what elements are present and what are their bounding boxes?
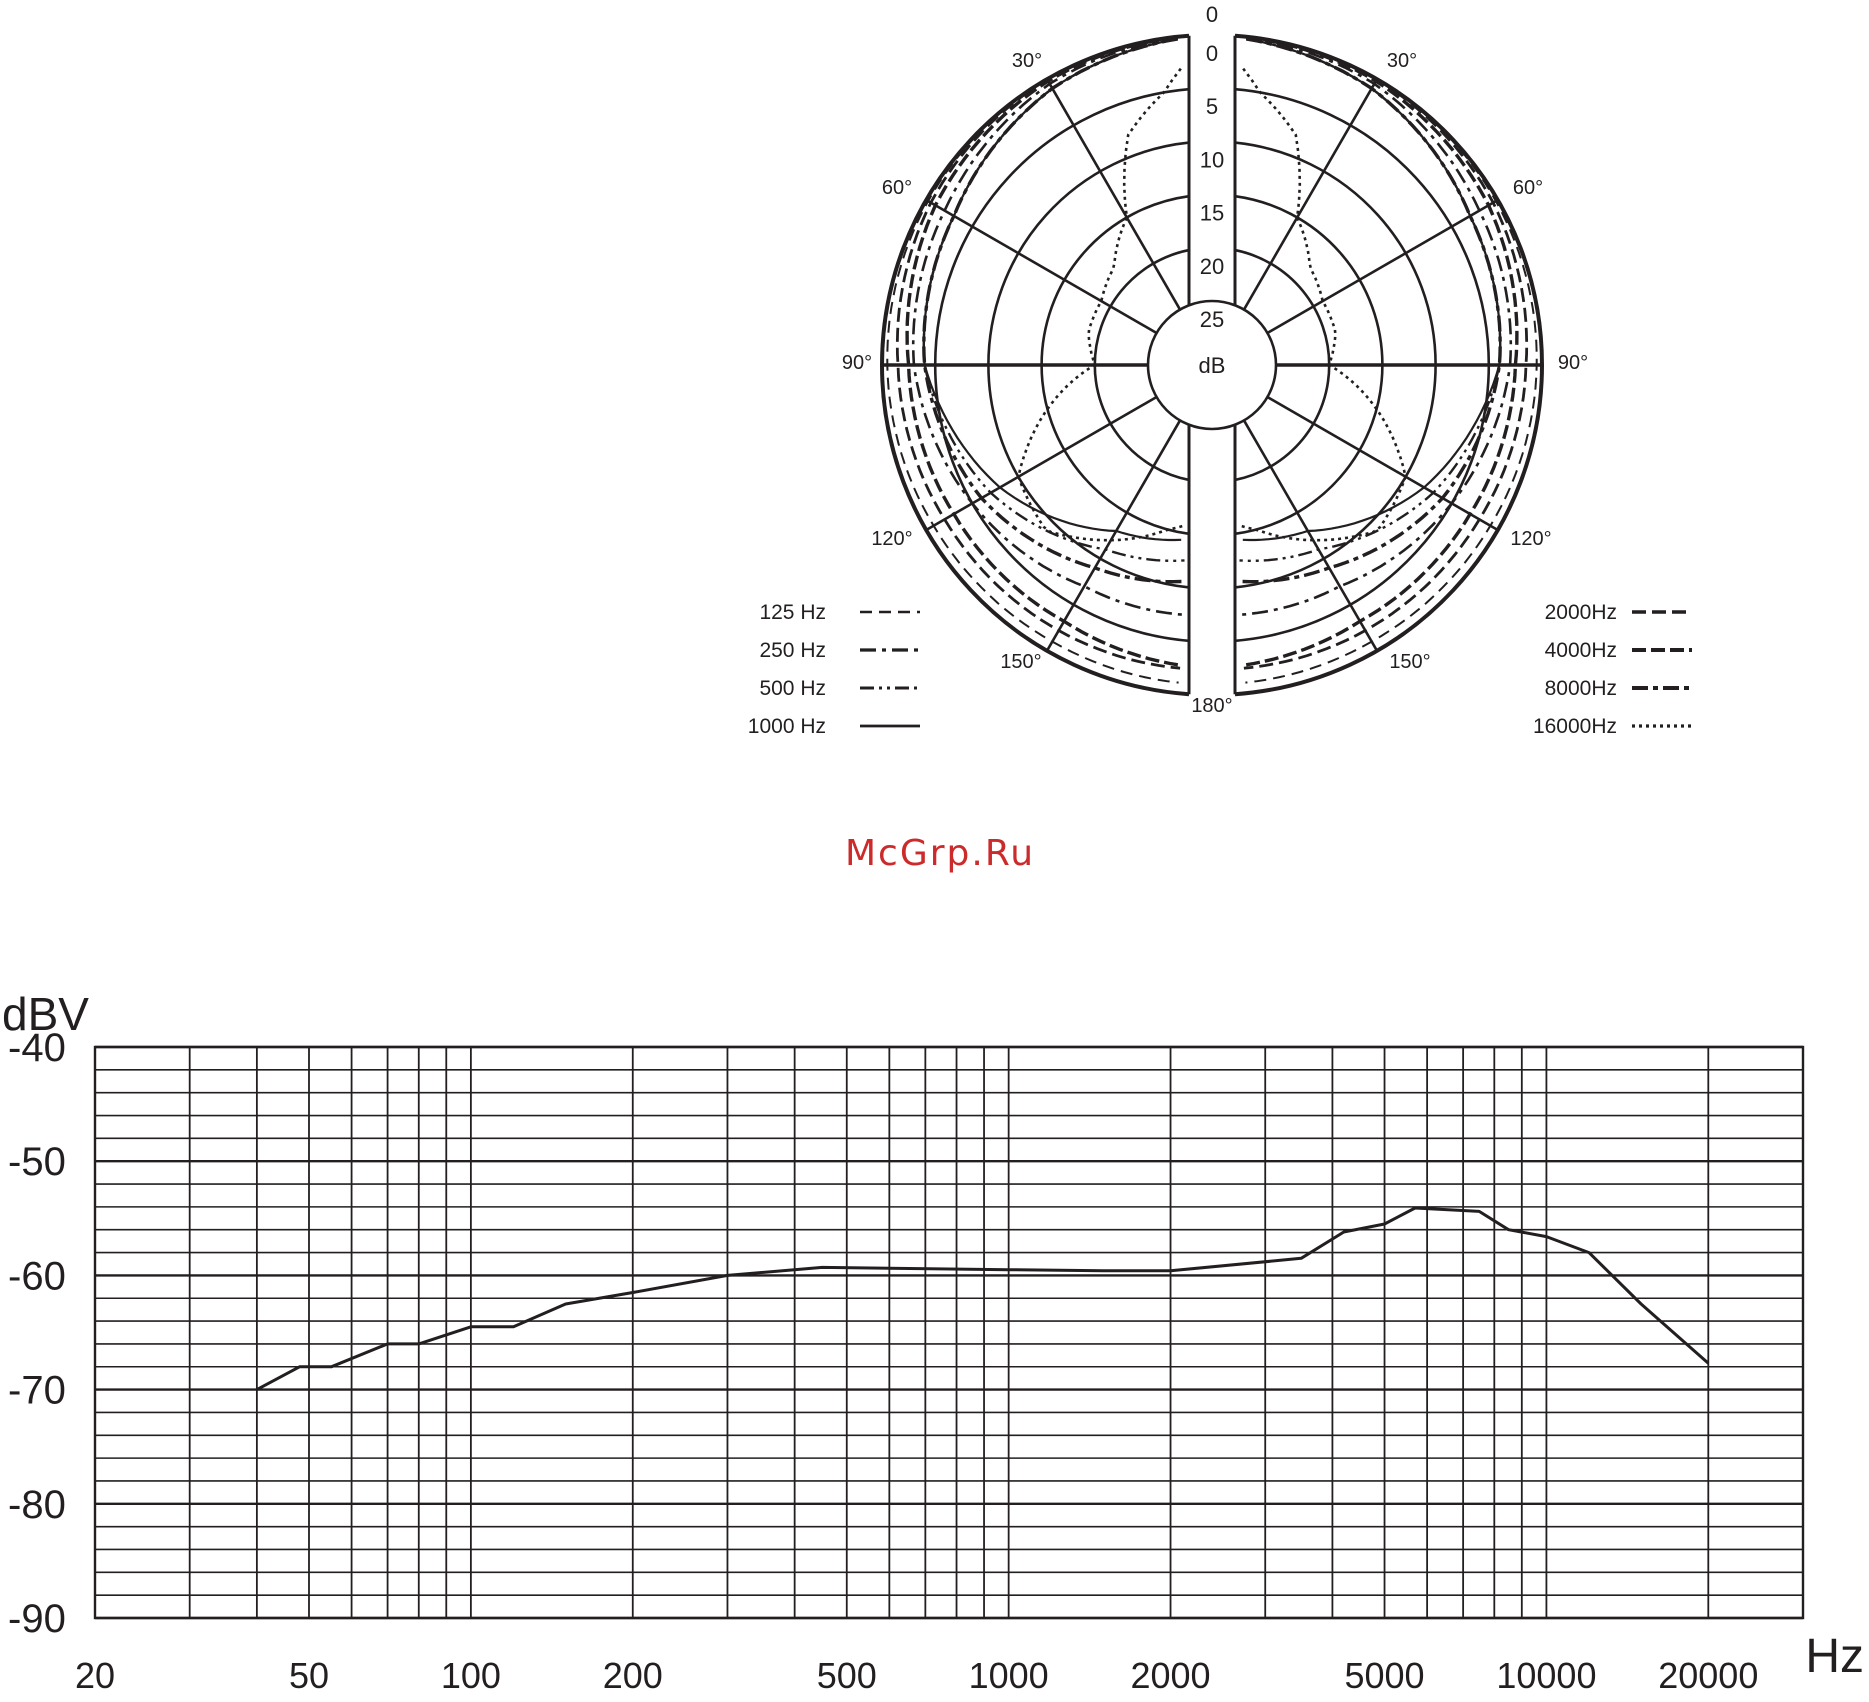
y-tick-label: -90 [8,1597,66,1641]
legend-label: 16000Hz [1533,715,1617,738]
x-tick-label: 500 [817,1655,877,1696]
polar-grid [879,33,1545,697]
polar-angle-label: 60° [882,177,912,199]
polar-angle-label: 150° [1389,651,1430,673]
legend-label: 125 Hz [759,601,826,624]
polar-spoke [1242,78,1379,311]
x-tick-label: 200 [603,1655,663,1696]
polar-series-6 [1242,37,1502,542]
polar-series-3 [1238,36,1513,617]
polar-angle-label: 90° [1558,352,1588,374]
legend-label: 8000Hz [1545,677,1617,700]
polar-pattern-chart: 0 5 10 15 20 25 0 dB 30° 30° 60° 60° 90° 90° 120° 120° 1… [748,2,1692,738]
polar-series-1 [1243,35,1529,670]
polar-radial-tick: 15 [1200,201,1224,226]
y-tick-label: -60 [8,1254,66,1298]
polar-series-2 [905,35,1181,667]
polar-radial-tick: 5 [1206,94,1218,119]
y-tick-label: -80 [8,1483,66,1527]
polar-series-1 [895,35,1181,670]
legend-label: 1000 Hz [748,715,826,738]
polar-spoke [1045,78,1182,311]
x-tick-label: 100 [441,1655,501,1696]
polar-series-0 [886,35,1179,684]
x-tick-label: 5000 [1344,1655,1424,1696]
watermark: McGrp.Ru [845,833,1035,874]
polar-radial-tick: 25 [1200,307,1224,332]
polar-series-2 [1243,35,1519,667]
polar-series-3 [911,36,1186,617]
polar-spoke [925,198,1158,335]
polar-radial-tick: 10 [1200,147,1224,172]
y-tick-label: -70 [8,1369,66,1413]
polar-spoke [1266,198,1499,335]
polar-series-4 [922,37,1182,584]
polar-series-4 [1242,37,1502,584]
x-tick-label: 20 [75,1655,115,1696]
polar-radial-tick: 20 [1200,254,1224,279]
polar-angle-label: 30° [1012,50,1042,72]
polar-angle-label: 150° [1000,651,1041,673]
y-tick-label: -50 [8,1140,66,1184]
polar-angle-label: 180° [1191,695,1232,717]
y-axis-label: dBV [2,988,89,1040]
x-tick-label: 50 [289,1655,329,1696]
legend-label: 250 Hz [759,639,826,662]
polar-spoke [1266,395,1499,532]
polar-spoke [1242,419,1379,652]
polar-angle-label: 120° [1510,528,1551,550]
polar-radial-tick: 0 [1206,41,1218,66]
frequency-series-group [256,1206,1710,1391]
x-tick-label: 10000 [1496,1655,1596,1696]
legend-label: 500 Hz [759,677,826,700]
legend-label: 2000Hz [1545,601,1617,624]
x-tick-label: 2000 [1130,1655,1210,1696]
y-tick-label: -40 [8,1026,66,1070]
response-curve-0 [256,1206,1710,1391]
polar-angle-label: 120° [871,528,912,550]
polar-series-group [886,35,1538,684]
polar-top-label: 0 [1206,2,1218,27]
polar-angle-label: 60° [1513,177,1543,199]
x-tick-label: 20000 [1658,1655,1758,1696]
polar-series-0 [1245,35,1538,684]
x-tick-label: 1000 [969,1655,1049,1696]
polar-angle-label: 30° [1387,50,1417,72]
legend-label: 4000Hz [1545,639,1617,662]
polar-labels: 0 5 10 15 20 25 0 dB 30° 30° 60° 60° 90° 90° 120° 120° 1… [842,2,1588,717]
polar-legend: 125 Hz 250 Hz 500 Hz 1000 Hz 2000Hz 4000Hz 800… [748,601,1692,738]
polar-center-label: dB [1199,353,1226,378]
polar-spoke [1045,419,1182,652]
polar-spoke [925,395,1158,532]
frequency-grid [93,1045,1805,1620]
polar-series-6 [922,37,1182,542]
x-axis-label: Hz [1805,1630,1864,1683]
polar-angle-label: 90° [842,352,872,374]
